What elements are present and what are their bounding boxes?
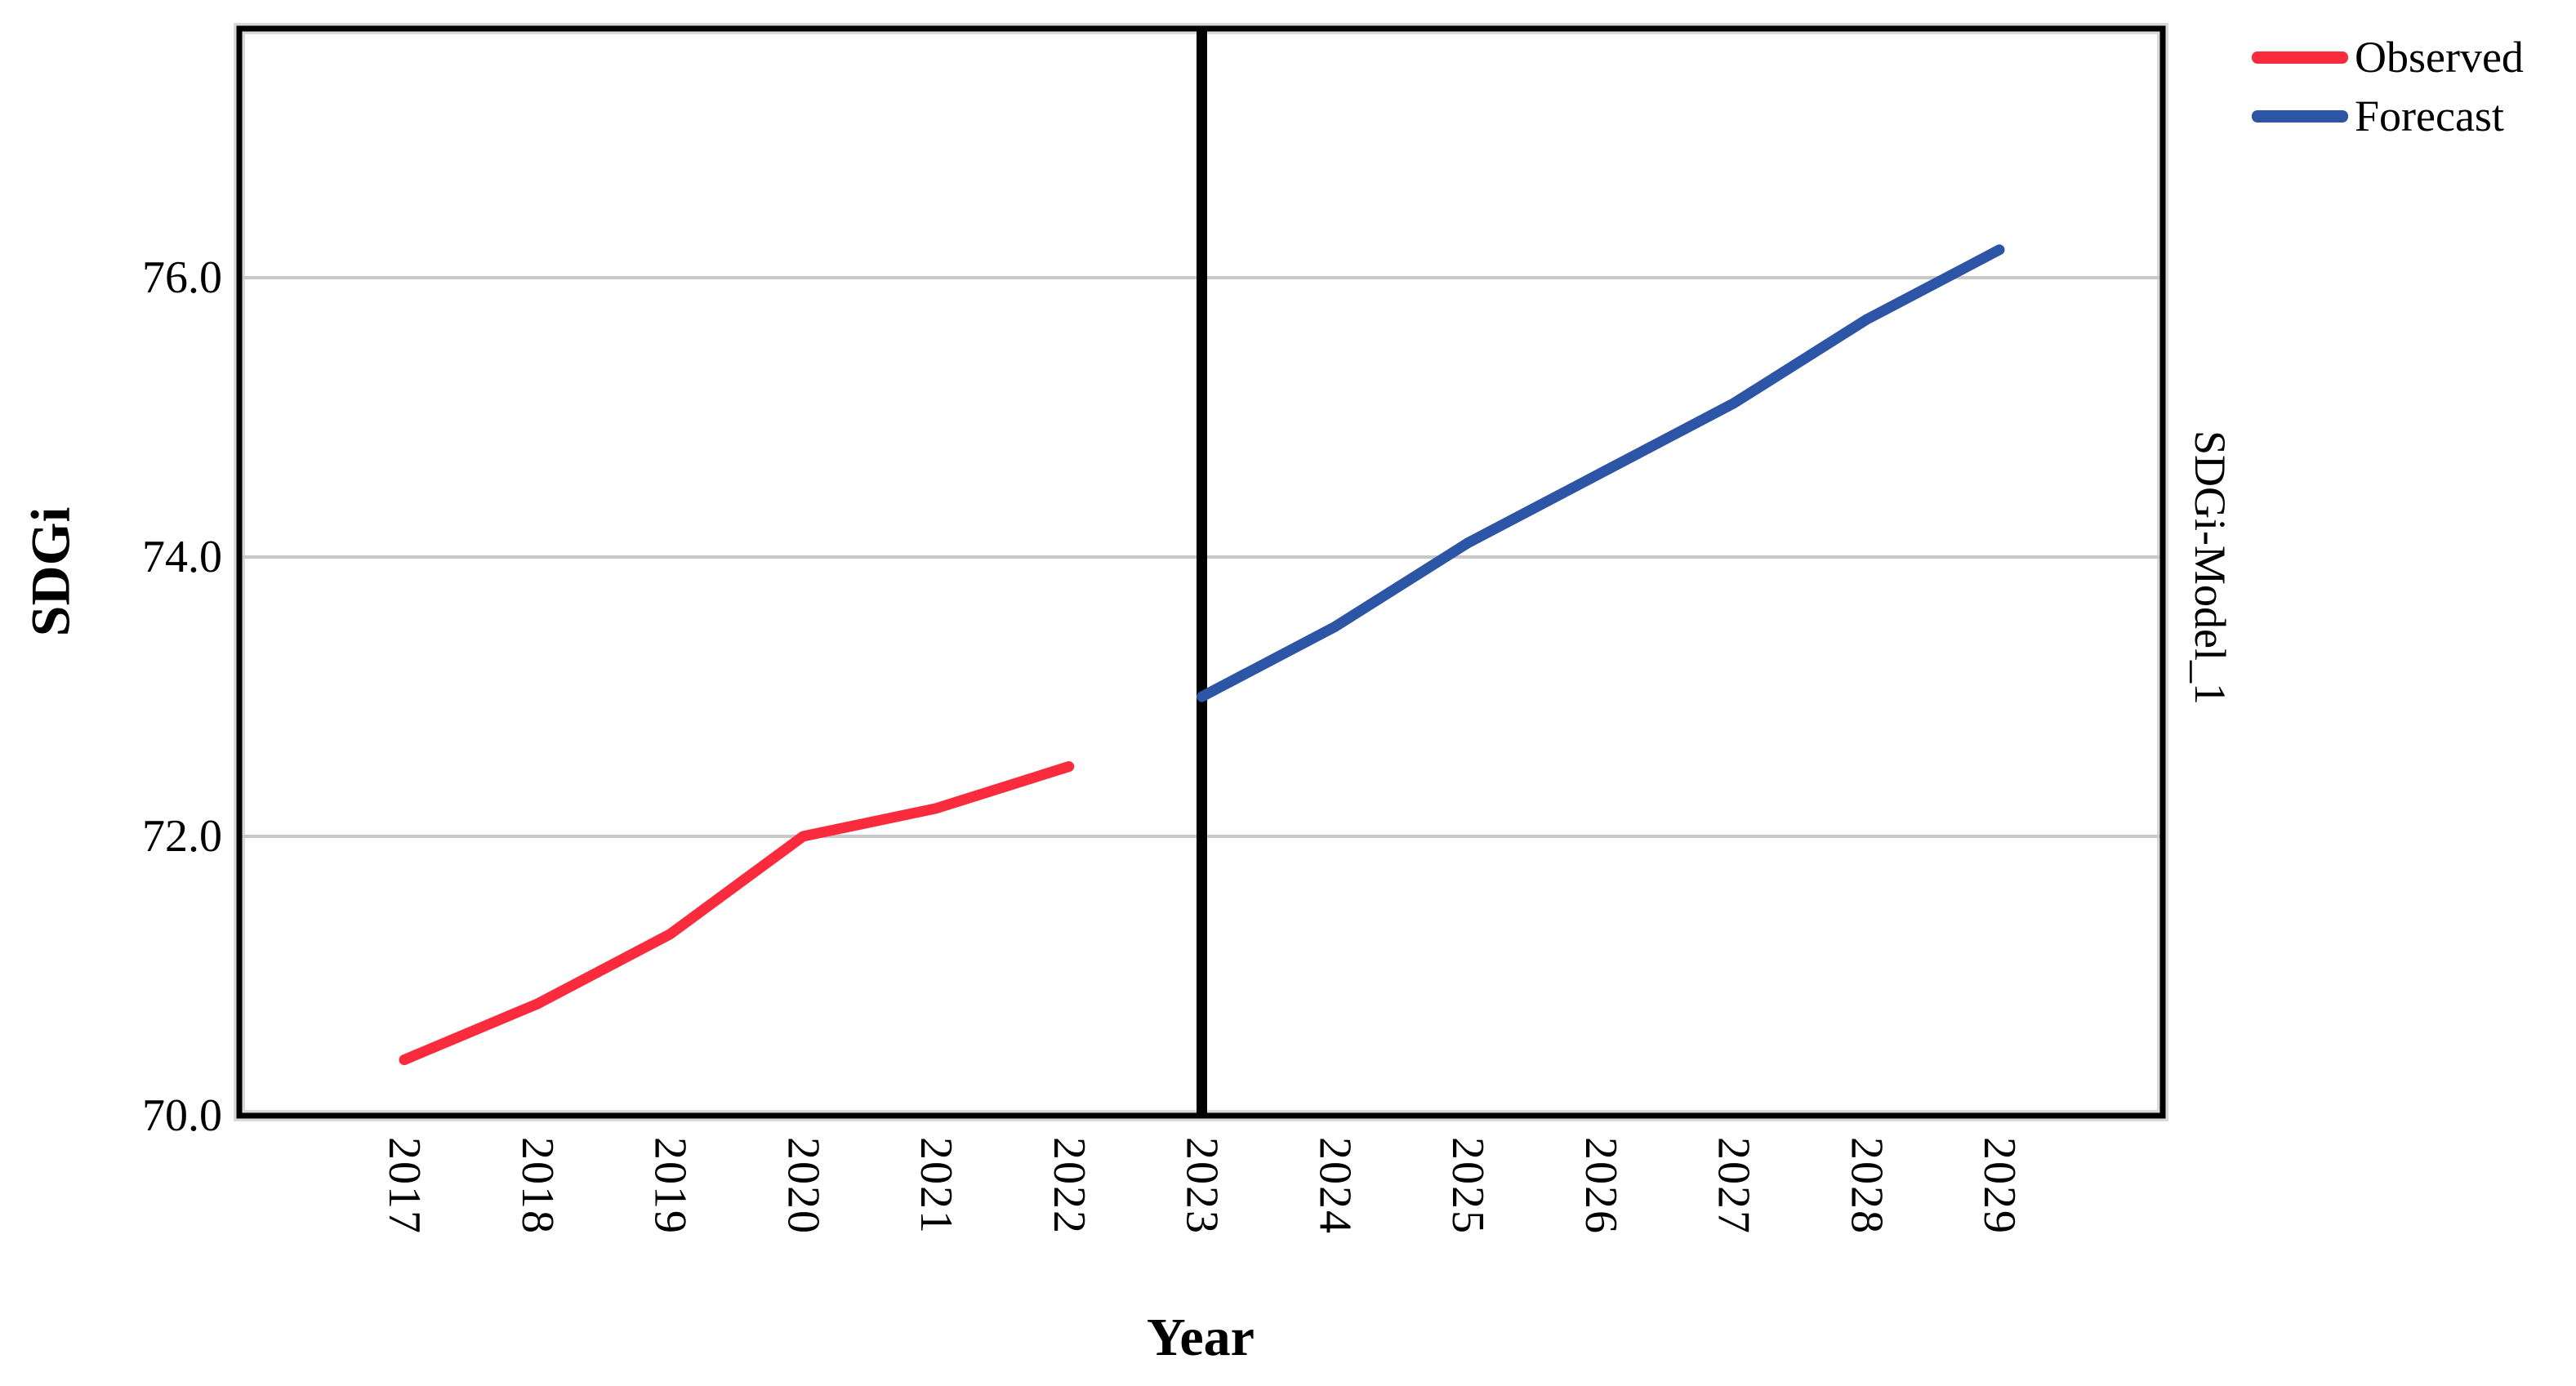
legend-item-forecast: Forecast: [2252, 87, 2524, 145]
legend-label-observed: Observed: [2355, 33, 2524, 82]
x-tick-label-2019: 2019: [644, 1137, 696, 1235]
x-axis-title: Year: [1147, 1308, 1255, 1367]
y-tick-label-70.0: 70.0: [142, 1090, 222, 1141]
x-tick-label-2020: 2020: [778, 1137, 829, 1235]
y-tick-label-74.0: 74.0: [142, 532, 222, 582]
x-tick-label-2024: 2024: [1309, 1137, 1361, 1235]
legend-swatch-observed-line: [2252, 51, 2348, 64]
right-axis-model-label: SDGi-Model_1: [2186, 430, 2235, 705]
y-tick-label-76.0: 76.0: [142, 252, 222, 303]
legend-label-forecast: Forecast: [2355, 91, 2504, 140]
x-tick-label-2017: 2017: [379, 1137, 430, 1235]
x-tick-label-2018: 2018: [511, 1137, 563, 1235]
x-tick-label-2022: 2022: [1043, 1137, 1094, 1235]
x-tick-label-2028: 2028: [1841, 1137, 1892, 1235]
x-tick-label-2029: 2029: [1974, 1137, 2025, 1235]
x-tick-label-2026: 2026: [1575, 1137, 1626, 1235]
x-tick-label-2021: 2021: [911, 1137, 961, 1235]
legend: Observed Forecast: [2252, 28, 2524, 145]
y-axis-title: SDGi: [19, 506, 82, 637]
legend-swatch-forecast-line: [2252, 109, 2348, 123]
series-line-forecast: [1197, 244, 2005, 702]
series-line-observed: [399, 761, 1075, 1066]
x-tick-label-2025: 2025: [1442, 1137, 1493, 1235]
legend-item-observed: Observed: [2252, 28, 2524, 87]
y-tick-label-72.0: 72.0: [142, 811, 222, 862]
x-tick-label-2023: 2023: [1176, 1137, 1228, 1235]
x-tick-label-2027: 2027: [1708, 1137, 1759, 1235]
